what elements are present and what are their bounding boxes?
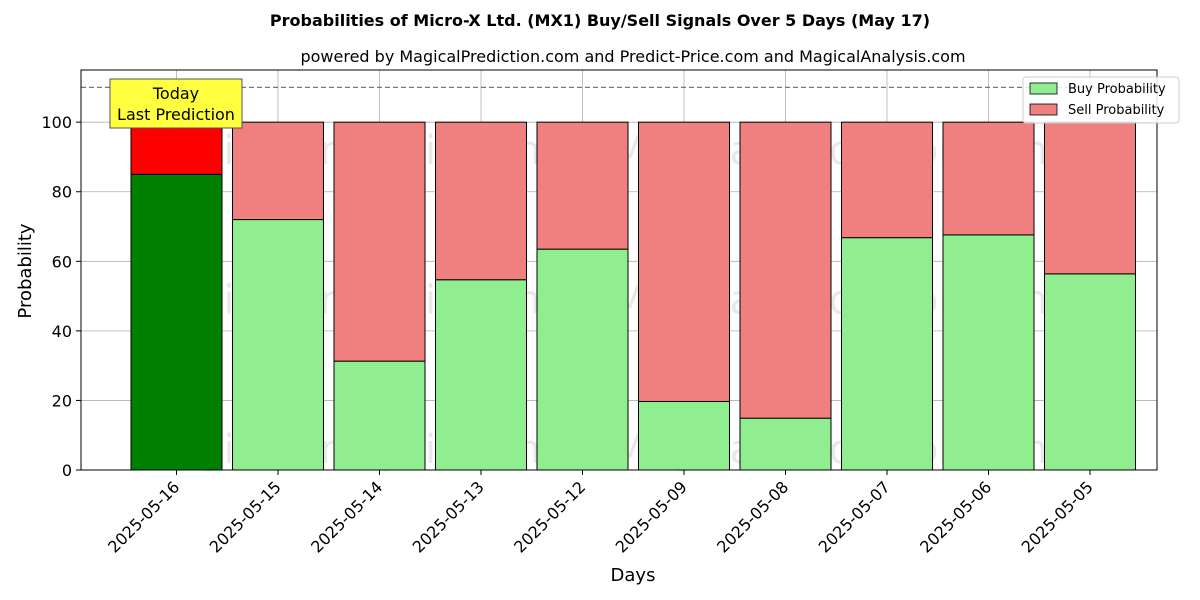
x-tick-label: 2025-05-06 (916, 477, 995, 556)
bar-sell-2025-05-12 (536, 121, 629, 250)
y-axis: 0 20 40 60 80 100 (41, 113, 81, 480)
y-tick-label: 80 (52, 183, 72, 202)
bar-sell-2025-05-07 (841, 121, 933, 239)
bar-sell-2025-05-15 (232, 121, 324, 221)
bars (130, 121, 1136, 471)
x-tick-label: 2025-05-07 (815, 477, 894, 556)
y-tick-label: 100 (41, 113, 72, 132)
x-tick-label: 2025-05-14 (307, 477, 386, 556)
y-tick-label: 40 (52, 322, 72, 341)
legend-label-sell: Sell Probability (1068, 103, 1165, 118)
bar-sell-2025-05-08 (739, 121, 832, 419)
bar-buy-2025-05-05 (1044, 273, 1136, 471)
bar-sell-2025-05-09 (638, 121, 730, 402)
bar-buy-2025-05-13 (435, 279, 527, 471)
annotation-box (109, 78, 243, 129)
x-tick-label: 2025-05-16 (104, 477, 183, 556)
chart-subtitle: powered by MagicalPrediction.com and Pre… (300, 47, 965, 66)
y-tick-label: 0 (62, 461, 72, 480)
annotation-line1: Today (152, 84, 199, 103)
x-axis-label: Days (611, 565, 656, 586)
annotation: Today Last Prediction (109, 78, 243, 129)
x-tick-label: 2025-05-09 (612, 477, 691, 556)
bar-sell-2025-05-16 (130, 121, 223, 175)
y-tick-label: 60 (52, 252, 72, 271)
bar-buy-2025-05-07 (841, 237, 933, 471)
bar-buy-2025-05-09 (638, 400, 730, 471)
bar-buy-2025-05-06 (942, 234, 1035, 471)
y-tick-label: 20 (52, 391, 72, 410)
bar-sell-2025-05-13 (435, 121, 527, 281)
bar-sell-2025-05-06 (942, 121, 1035, 236)
legend-swatch-sell (1029, 103, 1058, 116)
legend: Buy Probability Sell Probability (1022, 76, 1180, 124)
x-tick-label: 2025-05-12 (510, 477, 589, 556)
bar-buy-2025-05-15 (232, 219, 324, 471)
bar-buy-2025-05-16 (130, 173, 223, 471)
bar-buy-2025-05-08 (739, 417, 832, 471)
x-tick-label: 2025-05-08 (713, 477, 792, 556)
plot-frame (80, 69, 1158, 471)
legend-swatch-buy (1029, 82, 1058, 95)
x-axis: 2025-05-16 2025-05-15 2025-05-14 2025-05-13… (104, 470, 1097, 557)
bar-buy-2025-05-14 (333, 360, 426, 471)
legend-box (1022, 76, 1180, 124)
bar-sell-2025-05-05 (1044, 121, 1136, 275)
x-tick-label: 2025-05-13 (409, 477, 488, 556)
y-axis-label: Probability (15, 223, 36, 318)
bar-sell-2025-05-14 (333, 121, 426, 362)
legend-label-buy: Buy Probability (1068, 82, 1166, 97)
x-tick-label: 2025-05-05 (1018, 477, 1097, 556)
chart-title: Probabilities of Micro-X Ltd. (MX1) Buy/… (270, 11, 930, 30)
bar-buy-2025-05-12 (536, 248, 629, 471)
x-tick-label: 2025-05-15 (206, 477, 285, 556)
annotation-line2: Last Prediction (117, 105, 235, 124)
